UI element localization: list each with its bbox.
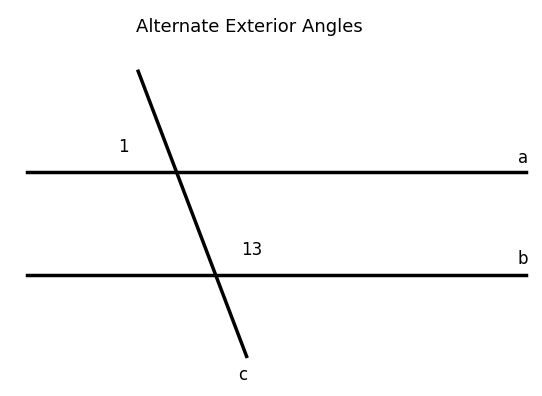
Text: Alternate Exterior Angles: Alternate Exterior Angles [136,18,363,36]
Text: c: c [238,366,247,384]
Text: a: a [518,149,528,168]
Text: 13: 13 [241,242,262,259]
Text: 1: 1 [118,139,129,156]
Text: b: b [518,250,528,268]
